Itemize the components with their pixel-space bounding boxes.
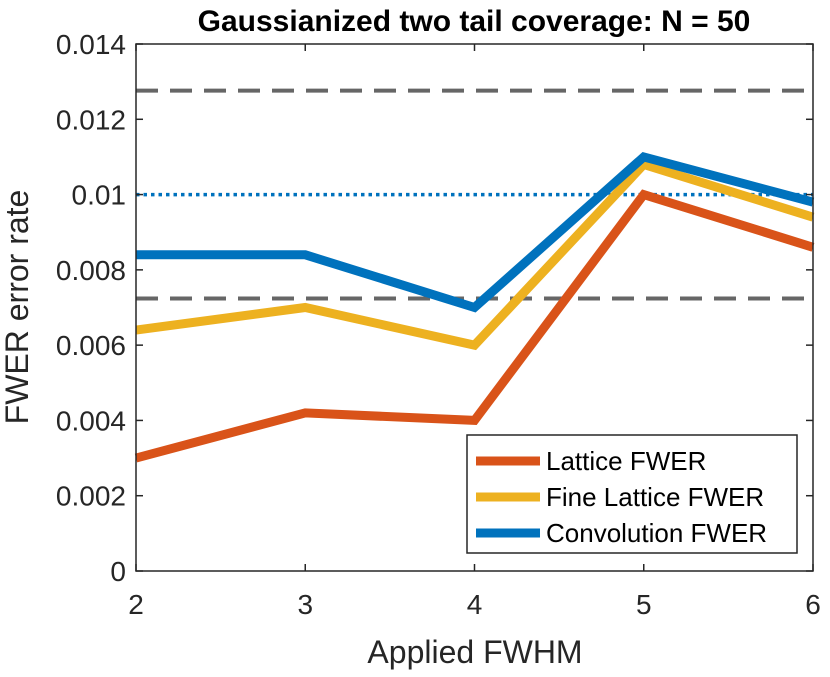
legend-label-1: Fine Lattice FWER <box>546 482 764 512</box>
x-tick-label: 6 <box>805 589 821 620</box>
y-tick-label: 0.008 <box>56 255 126 286</box>
y-axis-title: FWER error rate <box>0 190 35 425</box>
reference-lines <box>136 88 813 301</box>
axis-ticks: 2 3 4 5 6 0 0.002 0.004 0.006 0.008 0.01 0.012 0.014 <box>56 29 821 620</box>
y-tick-label: 0.014 <box>56 29 126 60</box>
legend-items: Lattice FWER Fine Lattice FWER Convolution… <box>476 446 767 548</box>
y-tick-label: 0 <box>110 556 126 587</box>
legend-label-2: Convolution FWER <box>546 518 767 548</box>
series-line-0 <box>134 189 815 463</box>
y-tick-label: 0.004 <box>56 405 126 436</box>
series-line-1 <box>135 159 815 351</box>
y-tick-label: 0.012 <box>56 104 126 135</box>
legend: Lattice FWER Fine Lattice FWER Convolution… <box>466 434 798 554</box>
x-tick-label: 4 <box>467 589 483 620</box>
x-tick-label: 5 <box>636 589 652 620</box>
chart-title: Gaussianized two tail coverage: N = 50 <box>198 5 751 38</box>
x-axis-title: Applied FWHM <box>367 634 582 670</box>
series-line-2 <box>136 151 815 313</box>
x-tick-label: 2 <box>128 589 144 620</box>
y-tick-label: 0.01 <box>72 180 127 211</box>
series-lines <box>134 151 815 463</box>
y-tick-label: 0.002 <box>56 481 126 512</box>
legend-label-0: Lattice FWER <box>546 446 706 476</box>
x-tick-label: 3 <box>297 589 313 620</box>
y-tick-label: 0.006 <box>56 330 126 361</box>
